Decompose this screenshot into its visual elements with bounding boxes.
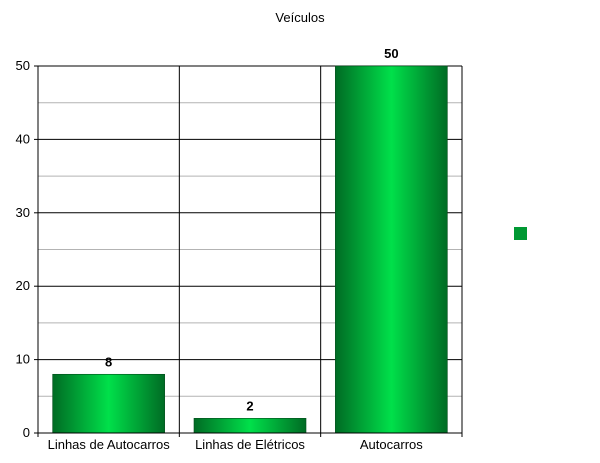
bar	[52, 373, 165, 434]
x-tick-label: Linhas de Elétricos	[195, 437, 305, 452]
y-tick-label: 30	[16, 205, 30, 220]
bar	[193, 418, 307, 434]
y-tick-label: 10	[16, 352, 30, 367]
data-label: 50	[384, 46, 398, 61]
x-tick-label: Autocarros	[360, 437, 423, 452]
data-label: 8	[105, 354, 112, 369]
legend-swatch	[514, 227, 527, 240]
bar	[335, 65, 448, 434]
chart-title: Veículos	[275, 10, 325, 25]
legend	[514, 227, 527, 240]
data-label: 2	[246, 398, 253, 413]
y-tick-label: 50	[16, 58, 30, 73]
y-tick-label: 40	[16, 131, 30, 146]
y-tick-label: 20	[16, 278, 30, 293]
bars: 8 2 50	[52, 46, 448, 434]
y-tick-label: 0	[23, 425, 30, 440]
x-tick-label: Linhas de Autocarros	[48, 437, 171, 452]
axes: Linhas de Autocarros Linhas de Elétricos A…	[16, 58, 462, 452]
